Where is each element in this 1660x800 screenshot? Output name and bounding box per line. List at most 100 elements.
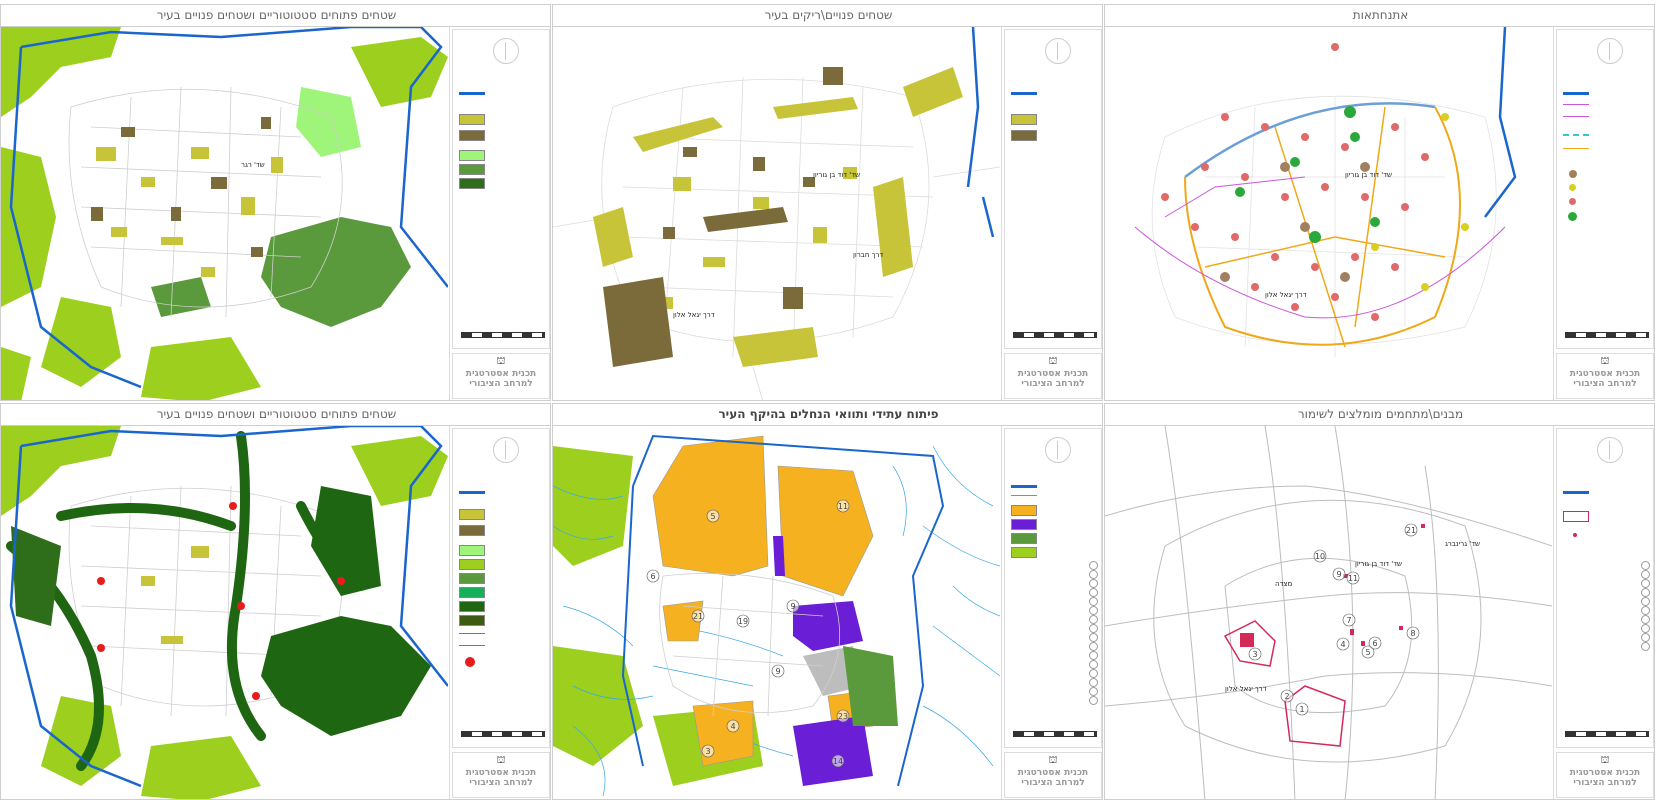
legend-route-line: [1563, 104, 1589, 105]
agricultural-area: [1, 347, 31, 400]
rest-stop-marker: [1321, 183, 1329, 191]
legend: ⛫ תכנית אסטרטגית למרחב הציבורי: [449, 426, 550, 799]
legend-number-ring: [1089, 678, 1098, 687]
logo-icon: ⛫: [1048, 356, 1058, 367]
preservation-compound: [1284, 685, 1346, 747]
map-preservation-buildings[interactable]: 1 2 3 4 56 7 8 9 10 11 21 שד' דוד בן גוריון דרך יג…: [1105, 426, 1552, 800]
rest-stop-marker: [1271, 253, 1279, 261]
legend-swatch-mid-green: [459, 573, 485, 584]
number-marker: [726, 719, 740, 733]
number-marker: [831, 754, 845, 768]
number-label: 21: [1406, 526, 1416, 535]
north-arrow-icon: [1045, 437, 1071, 463]
panel-title: שטחים פתוחים סטטוטוריים ושטחים פנויים בע…: [1, 404, 550, 426]
title-block: ⛫ תכנית אסטרטגית למרחב הציבורי: [1004, 752, 1102, 798]
legend-number-ring: [1089, 660, 1098, 669]
number-label: 6: [650, 572, 655, 581]
legend-boundary-line: [1563, 491, 1589, 494]
legend-number-ring: [1089, 687, 1098, 696]
zone-numbers: 5 6 11 21 19 9 23 9 4 3 14: [646, 499, 850, 768]
number-marker: [1368, 636, 1382, 650]
title-line-2: למרחב הציבורי: [469, 778, 533, 788]
logo-icon: ⛫: [1600, 356, 1610, 367]
legend-swatch-light-olive: [459, 509, 485, 520]
panel-title: שטחים פתוחים סטטוטוריים ושטחים פנויים בע…: [1, 5, 550, 27]
map-future-development[interactable]: 5 6 11 21 19 9 23 9 4 3 14: [553, 426, 1000, 800]
map-vacant-spaces[interactable]: שד' דוד בן גוריון דרך יגאל אלון דרך חברו…: [553, 27, 1000, 401]
street-grid: [1105, 426, 1552, 799]
rest-stop-marker: [1341, 143, 1349, 151]
number-marker: [1406, 626, 1420, 640]
vacant-plots-light: [141, 546, 209, 644]
vacant-plots-dark: [91, 117, 271, 257]
agricultural-area: [41, 297, 121, 387]
forest-area: [311, 486, 381, 596]
panel-title: מבנים\מתחמים מומלצים לשימור: [1105, 404, 1654, 426]
legend-number-ring: [1089, 597, 1098, 606]
forest-area: [261, 217, 411, 327]
legend-swatch-light-olive: [459, 114, 485, 125]
legend-swatch-mid-green: [1011, 533, 1037, 544]
city-boundary: [621, 434, 945, 787]
legend-number-ring: [1641, 597, 1650, 606]
forest-area: [843, 646, 898, 726]
panel-statutory-open-spaces-bottom: שטחים פתוחים סטטוטוריים ושטחים פנויים בע…: [0, 403, 551, 800]
number-marker: [836, 499, 850, 513]
rest-stop-marker: [1461, 223, 1469, 231]
pale-open-space: [296, 87, 361, 157]
rest-stop-marker: [1421, 153, 1429, 161]
rest-stop-marker: [1441, 113, 1449, 121]
number-marker: [771, 664, 785, 678]
rest-stop-marker: [1391, 123, 1399, 131]
number-label: 8: [1410, 629, 1415, 638]
street-label: דרך יגאל אלון: [1225, 685, 1267, 693]
legend-boundary-line: [1011, 92, 1037, 95]
map-statutory-open-spaces[interactable]: שד' רגר: [1, 27, 448, 401]
legend-tree-icon: [1568, 212, 1577, 221]
legend-number-ring: [1089, 669, 1098, 678]
street-grid: [68, 86, 343, 318]
street-grid: [553, 76, 1000, 400]
legend-swatch-dark-green: [459, 178, 485, 189]
title-block: ⛫ תכנית אסטרטגית למרחב הציבורי: [452, 353, 550, 399]
number-marker: [1280, 689, 1294, 703]
scale-bar: [1013, 731, 1097, 737]
number-label: 4: [730, 722, 735, 731]
rest-stop-marker: [1401, 203, 1409, 211]
rest-stop-marker: [1371, 313, 1379, 321]
legend-number-ring: [1089, 624, 1098, 633]
title-line-1: תכנית אסטרטגית: [1569, 768, 1641, 778]
connection-points: [97, 502, 345, 700]
agricultural-area: [141, 736, 261, 799]
map-rest-stops[interactable]: שד' דוד בן גוריון דרך יגאל אלון: [1105, 27, 1552, 401]
legend-dot-brown: [1569, 170, 1577, 178]
title-block: ⛫ תכנית אסטרטגית למרחב הציבורי: [1556, 353, 1654, 399]
legend-swatch-purple: [1011, 519, 1037, 530]
legend-number-ring: [1089, 651, 1098, 660]
legend-dashed-line: [1563, 134, 1589, 136]
title-line-2: למרחב הציבורי: [469, 379, 533, 389]
legend-number-ring: [1089, 633, 1098, 642]
legend-number-ring: [1641, 588, 1650, 597]
street-label: שד' דוד בן גוריון: [813, 171, 860, 179]
map-statutory-open-spaces-corridors[interactable]: [1, 426, 448, 800]
number-label: 9: [790, 602, 795, 611]
agricultural-area: [141, 337, 261, 400]
panel-title: פיתוח עתידי ותוואי הנחלים בהיקף העיר: [553, 404, 1102, 426]
number-label: 3: [1252, 650, 1257, 659]
number-marker: [736, 614, 750, 628]
legend-number-ring: [1089, 570, 1098, 579]
legend: ⛫ תכנית אסטרטגית למרחב הציבורי: [449, 27, 550, 400]
rest-stop-marker: [1311, 263, 1319, 271]
rest-stop-marker: [1281, 193, 1289, 201]
logo-icon: ⛫: [496, 356, 506, 367]
preservation-buildings: [1240, 524, 1425, 647]
bus-route: [1134, 176, 1506, 319]
development-zone-purple: [793, 716, 873, 786]
rest-stop-marker: [1421, 283, 1429, 291]
legend-swatch-pale-green: [459, 150, 485, 161]
panel-rest-stops: אתנחתאות שד' דוד בן גוריון דרך יגאל אלון: [1104, 4, 1655, 401]
title-line-1: תכנית אסטרטגית: [1017, 768, 1089, 778]
number-marker: [1295, 702, 1309, 716]
north-arrow-icon: [493, 38, 519, 64]
